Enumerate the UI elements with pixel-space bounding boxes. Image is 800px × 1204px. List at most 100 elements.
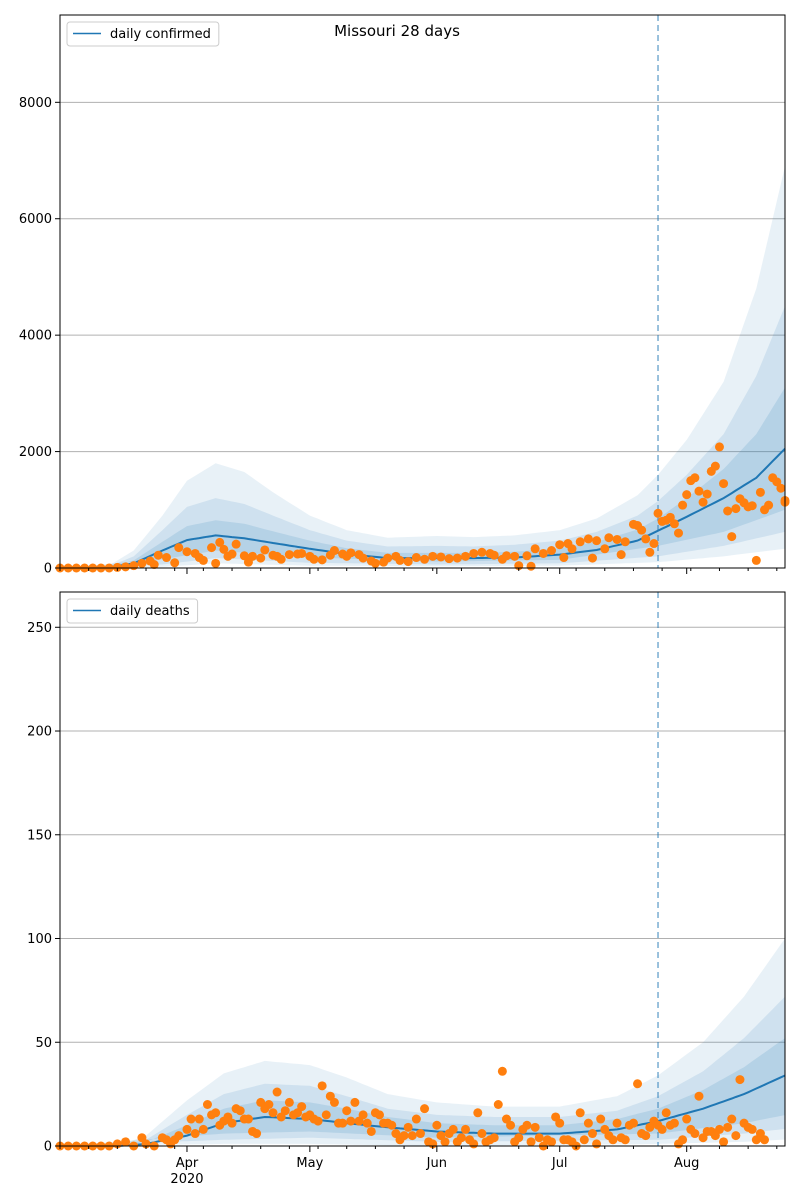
observed-point	[674, 528, 684, 538]
observed-point	[202, 1100, 212, 1110]
observed-point	[219, 544, 229, 554]
observed-point	[268, 1108, 278, 1118]
observed-point	[727, 532, 737, 542]
observed-point	[522, 1120, 532, 1130]
observed-point	[592, 536, 602, 546]
observed-point	[297, 1102, 307, 1112]
observed-point	[280, 1106, 290, 1116]
observed-point	[592, 1139, 602, 1149]
observed-point	[338, 1118, 348, 1128]
observed-point	[755, 487, 765, 497]
observed-point	[420, 1104, 430, 1114]
observed-point	[723, 1122, 733, 1132]
observed-point	[620, 1135, 630, 1145]
observed-point	[628, 1118, 638, 1128]
observed-point	[161, 553, 171, 563]
observed-point	[604, 533, 614, 543]
observed-point	[198, 1124, 208, 1134]
figure-title: Missouri 28 days	[334, 22, 460, 40]
observed-point	[526, 1137, 536, 1147]
observed-point	[444, 554, 454, 564]
observed-point	[583, 1118, 593, 1128]
x-tick-label: Jul	[551, 1156, 568, 1171]
observed-point	[317, 1081, 327, 1091]
y-tick-label: 250	[27, 621, 52, 636]
confirmed-axes: 0 2000 4000 6000 8000	[19, 14, 786, 577]
observed-point	[678, 1135, 688, 1145]
observed-point	[440, 1137, 450, 1147]
observed-point	[276, 554, 286, 564]
observed-point	[633, 1079, 643, 1089]
observed-point	[461, 551, 471, 561]
observed-point	[547, 546, 557, 556]
observed-point	[555, 1118, 565, 1128]
observed-point	[760, 1135, 770, 1145]
observed-point	[284, 550, 294, 560]
observed-point	[608, 1135, 618, 1145]
y-tick-label: 150	[27, 828, 52, 843]
y-tick-label: 8000	[19, 96, 52, 111]
observed-point	[342, 1106, 352, 1116]
observed-point	[383, 553, 393, 563]
observed-point	[436, 552, 446, 562]
observed-point	[121, 562, 131, 572]
observed-point	[170, 558, 180, 568]
legend-label: daily deaths	[110, 604, 190, 619]
observed-point	[653, 508, 663, 518]
observed-point	[284, 1097, 294, 1107]
band-outer	[60, 166, 785, 569]
observed-point	[403, 1122, 413, 1132]
observed-point	[641, 1131, 651, 1141]
observed-point	[248, 551, 258, 561]
observed-point	[526, 561, 536, 571]
observed-point	[137, 558, 147, 568]
observed-point	[309, 554, 319, 564]
observed-point	[719, 1137, 729, 1147]
observed-point	[547, 1137, 557, 1147]
observed-point	[477, 547, 487, 557]
observed-point	[669, 1118, 679, 1128]
x-tick-label: Aug	[674, 1156, 699, 1171]
observed-point	[358, 1110, 368, 1120]
observed-point	[415, 1129, 425, 1139]
observed-point	[420, 554, 430, 564]
observed-point	[510, 551, 520, 561]
observed-point	[186, 1114, 196, 1124]
observed-point	[657, 1124, 667, 1134]
observed-point	[182, 547, 192, 557]
observed-point	[329, 546, 339, 556]
band-outer	[60, 938, 785, 1146]
observed-point	[493, 1100, 503, 1110]
observed-point	[735, 1075, 745, 1085]
observed-point	[612, 1118, 622, 1128]
observed-point	[452, 553, 462, 563]
observed-point	[149, 560, 159, 570]
observed-point	[211, 558, 221, 568]
observed-point	[489, 550, 499, 560]
confirmed-bands	[60, 166, 785, 569]
observed-point	[215, 537, 225, 547]
observed-point	[112, 562, 122, 572]
observed-point	[501, 551, 511, 561]
observed-point	[469, 1139, 479, 1149]
observed-point	[432, 1120, 442, 1130]
observed-point	[407, 1131, 417, 1141]
y-tick-label: 100	[27, 932, 52, 947]
observed-point	[661, 1108, 671, 1118]
observed-point	[530, 1122, 540, 1132]
legend-box	[66, 598, 199, 624]
axes-frame	[59, 14, 786, 569]
observed-point	[641, 534, 651, 544]
observed-point	[272, 1087, 282, 1097]
deaths-grid	[60, 626, 785, 1043]
legend-box	[66, 21, 220, 47]
observed-point	[682, 1114, 692, 1124]
observed-point	[227, 549, 237, 559]
observed-point	[710, 461, 720, 471]
axes-frame	[59, 591, 786, 1147]
observed-point	[346, 1116, 356, 1126]
observed-point	[587, 553, 597, 563]
y-tick-label: 200	[27, 725, 52, 740]
observed-point	[514, 1133, 524, 1143]
